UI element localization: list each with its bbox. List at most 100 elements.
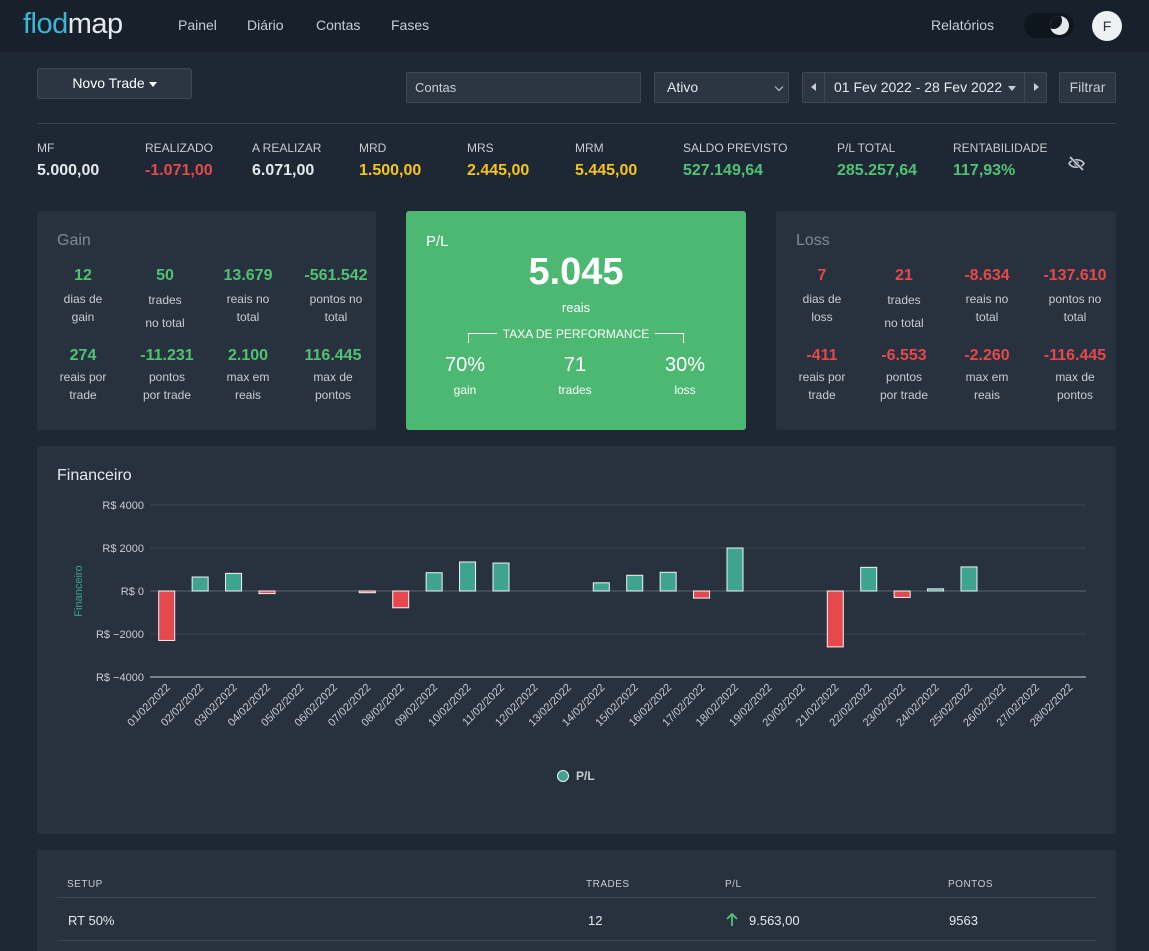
y-tick-label: R$ −2000	[96, 629, 144, 641]
pl-card: P/L 5.045 reais TAXA DE PERFORMANCE 70% g…	[406, 211, 746, 430]
table-row-trades: 12	[588, 913, 603, 928]
stat-realizado: REALIZADO -1.071,00	[145, 141, 214, 179]
loss-stat-pontos-total: -137.610 pontos no total	[1043, 267, 1107, 324]
stat-mrs: MRS 2.445,00	[467, 141, 530, 179]
loss-stat-reais-total: -8.634 reais no total	[964, 267, 1010, 324]
y-axis-label: Financeiro	[73, 565, 85, 616]
loss-stat-pontos-trade: -6.553 pontos por trade	[879, 347, 929, 402]
gain-card-title: Gain	[57, 232, 91, 249]
bar	[626, 574, 644, 592]
table-header-divider	[57, 897, 1096, 898]
bar	[225, 572, 243, 592]
th-pl[interactable]: P/L	[725, 879, 742, 890]
stat-a-realizar: A REALIZAR 6.071,00	[252, 141, 322, 179]
status-select[interactable]: Ativo	[654, 72, 789, 103]
table-row-pl: 9.563,00	[749, 913, 800, 928]
nav-fases[interactable]: Fases	[391, 17, 430, 33]
y-tick-label: R$ 4000	[102, 500, 144, 512]
top-navbar: flodmap Painel Diário Contas Fases Relat…	[0, 0, 1149, 52]
bar	[258, 590, 276, 595]
bar	[726, 547, 744, 592]
gain-stat-max-reais: 2.100 max em reais	[226, 347, 270, 402]
gain-stat-days: 12 dias de gain	[63, 267, 103, 324]
loss-stat-trades: 21 trades no total	[884, 267, 924, 330]
chevron-left-icon	[811, 83, 816, 91]
financeiro-title: Financeiro	[57, 467, 132, 484]
perf-loss: 30% loss	[664, 354, 706, 397]
bar	[191, 576, 209, 592]
table-row-pontos: 9563	[949, 913, 978, 928]
bar	[158, 590, 176, 641]
nav-painel[interactable]: Painel	[178, 17, 217, 33]
pl-value: 5.045	[528, 251, 624, 293]
bar	[860, 566, 878, 592]
arrow-up-icon	[726, 913, 738, 926]
avatar[interactable]: F	[1092, 11, 1122, 41]
gain-card: Gain 12 dias de gain 50 trades no total 13.6…	[37, 211, 376, 430]
bar	[927, 588, 945, 592]
date-next-button[interactable]	[1024, 73, 1046, 102]
loss-card: Loss 7 dias de loss 21 trades no total -8.63…	[776, 211, 1116, 430]
pl-card-title: P/L	[426, 233, 449, 250]
th-pontos[interactable]: PONTOS	[948, 879, 994, 890]
table-row-divider	[57, 940, 1096, 941]
y-tick-label: R$ 2000	[102, 543, 144, 555]
caret-down-icon	[148, 81, 157, 87]
stat-saldo-previsto: SALDO PREVISTO 527.149,64	[683, 141, 788, 179]
pl-unit: reais	[561, 300, 591, 315]
bar	[693, 590, 711, 599]
bar	[592, 582, 610, 592]
eye-slash-icon[interactable]	[1068, 156, 1085, 171]
perf-gain: 70% gain	[444, 354, 486, 397]
accounts-input[interactable]: Contas	[406, 72, 641, 103]
date-prev-button[interactable]	[803, 73, 825, 102]
chevron-right-icon	[1034, 83, 1039, 91]
logo[interactable]: flodmap	[23, 8, 123, 40]
loss-stat-days: 7 dias de loss	[802, 267, 842, 324]
financeiro-card: Financeiro R$ 4000 R$ 2000 R$ 0 R$ −2000 R$ …	[37, 446, 1116, 834]
bar	[960, 566, 978, 592]
bar	[425, 572, 443, 592]
caret-down-icon	[1008, 86, 1016, 91]
nav-relatorios[interactable]: Relatórios	[931, 17, 995, 33]
setup-table: SETUP TRADES P/L PONTOS RT 50% 12 9.563,…	[37, 850, 1116, 951]
financeiro-chart: R$ 4000 R$ 2000 R$ 0 R$ −2000 R$ −4000 Financ…	[73, 500, 1086, 783]
bar	[893, 590, 911, 598]
table-row-setup: RT 50%	[68, 913, 115, 928]
legend-label: P/L	[576, 769, 595, 783]
gain-stat-trades: 50 trades no total	[145, 267, 185, 330]
perf-label: TAXA DE PERFORMANCE	[406, 327, 746, 341]
th-setup[interactable]: SETUP	[67, 879, 103, 890]
nav-contas[interactable]: Contas	[316, 17, 361, 33]
new-trade-button[interactable]: Novo Trade	[37, 68, 192, 99]
bar	[492, 562, 510, 592]
bar	[358, 590, 376, 594]
stat-rentabilidade: RENTABILIDADE 117,93%	[953, 141, 1048, 179]
gain-stat-reais-total: 13.679 reais no total	[223, 267, 273, 324]
bar	[459, 561, 477, 592]
perf-trades: 71 trades	[558, 354, 592, 397]
th-trades[interactable]: TRADES	[586, 879, 630, 890]
loss-stat-max-pontos: -116.445 max de pontos	[1043, 347, 1107, 402]
stat-mrm: MRM 5.445,00	[575, 141, 638, 179]
stat-mrd: MRD 1.500,00	[359, 141, 422, 179]
gain-stat-pontos-trade: -11.231 pontos por trade	[140, 347, 194, 402]
stat-pl-total: P/L TOTAL 285.257,64	[837, 141, 918, 179]
stat-mf: MF 5.000,00	[37, 141, 100, 179]
gain-stat-reais-trade: 274 reais por trade	[59, 347, 107, 402]
bar	[659, 571, 677, 592]
date-range-picker[interactable]: 01 Fev 2022 - 28 Fev 2022	[802, 72, 1047, 103]
filter-button[interactable]: Filtrar	[1059, 72, 1116, 103]
date-range-label[interactable]: 01 Fev 2022 - 28 Fev 2022	[834, 79, 1003, 95]
gain-stat-max-pontos: 116.445 max de pontos	[304, 347, 362, 402]
nav-diario[interactable]: Diário	[247, 17, 284, 33]
legend-marker	[557, 770, 569, 782]
bar	[392, 590, 410, 609]
moon-icon	[1050, 16, 1069, 35]
loss-stat-reais-trade: -411 reais por trade	[798, 347, 846, 402]
y-tick-label: R$ −4000	[96, 672, 144, 684]
loss-card-title: Loss	[796, 232, 830, 249]
gain-stat-pontos-total: -561.542 pontos no total	[304, 267, 368, 324]
chevron-down-icon	[774, 82, 784, 92]
dark-mode-toggle[interactable]	[1024, 13, 1074, 38]
